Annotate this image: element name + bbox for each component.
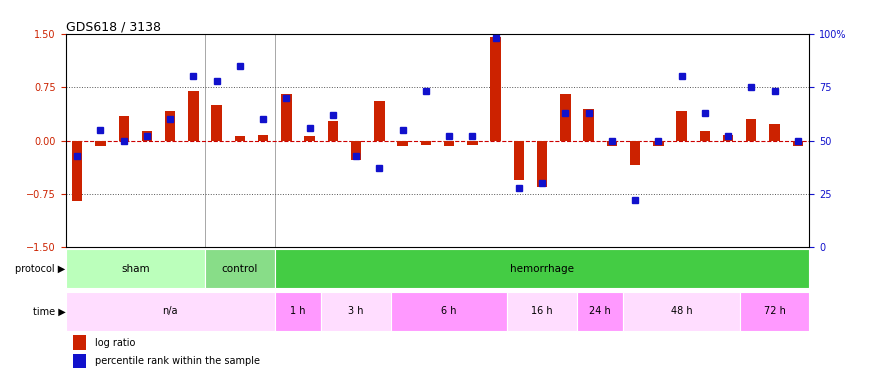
Text: 6 h: 6 h bbox=[441, 306, 457, 316]
Bar bbox=[321, 292, 391, 331]
Bar bbox=[746, 119, 757, 141]
Bar bbox=[514, 141, 524, 180]
Bar bbox=[421, 141, 431, 145]
Bar bbox=[212, 105, 222, 141]
Bar bbox=[699, 131, 710, 141]
Bar bbox=[188, 92, 199, 141]
Bar bbox=[281, 94, 291, 141]
Bar bbox=[560, 94, 570, 141]
Bar bbox=[95, 141, 106, 146]
Bar bbox=[676, 111, 687, 141]
Text: control: control bbox=[221, 264, 258, 274]
Bar bbox=[623, 292, 739, 331]
Text: 24 h: 24 h bbox=[590, 306, 611, 316]
Bar bbox=[165, 111, 176, 141]
Bar bbox=[769, 124, 780, 141]
Bar bbox=[258, 135, 269, 141]
Bar bbox=[391, 292, 507, 331]
Bar bbox=[66, 249, 205, 288]
Text: sham: sham bbox=[121, 264, 150, 274]
Bar bbox=[537, 141, 548, 187]
Bar bbox=[351, 141, 361, 160]
Bar bbox=[490, 37, 500, 141]
Bar bbox=[577, 292, 623, 331]
Bar bbox=[723, 135, 733, 141]
Text: 1 h: 1 h bbox=[290, 306, 305, 316]
Text: percentile rank within the sample: percentile rank within the sample bbox=[95, 356, 261, 366]
Bar bbox=[606, 141, 617, 146]
Text: 72 h: 72 h bbox=[764, 306, 786, 316]
Text: 16 h: 16 h bbox=[531, 306, 553, 316]
Bar bbox=[467, 141, 478, 145]
Bar bbox=[327, 121, 338, 141]
Bar bbox=[739, 292, 809, 331]
Bar bbox=[584, 108, 594, 141]
Bar bbox=[66, 292, 275, 331]
Bar bbox=[118, 116, 129, 141]
Text: n/a: n/a bbox=[163, 306, 178, 316]
Text: hemorrhage: hemorrhage bbox=[510, 264, 574, 274]
Text: 48 h: 48 h bbox=[671, 306, 692, 316]
Text: log ratio: log ratio bbox=[95, 338, 136, 348]
Bar bbox=[205, 249, 275, 288]
Bar bbox=[630, 141, 640, 165]
Bar bbox=[653, 141, 663, 146]
Bar bbox=[397, 141, 408, 146]
Text: 3 h: 3 h bbox=[348, 306, 364, 316]
Text: time ▶: time ▶ bbox=[33, 306, 66, 316]
Bar bbox=[72, 141, 82, 201]
Text: protocol ▶: protocol ▶ bbox=[16, 264, 66, 274]
Bar bbox=[444, 141, 454, 146]
Bar bbox=[275, 249, 809, 288]
Bar bbox=[74, 336, 87, 350]
Bar bbox=[142, 130, 152, 141]
Bar bbox=[74, 354, 87, 368]
Bar bbox=[234, 136, 245, 141]
Text: GDS618 / 3138: GDS618 / 3138 bbox=[66, 21, 161, 34]
Bar bbox=[793, 141, 803, 146]
Bar bbox=[275, 292, 321, 331]
Bar bbox=[507, 292, 577, 331]
Bar bbox=[304, 136, 315, 141]
Bar bbox=[374, 101, 385, 141]
